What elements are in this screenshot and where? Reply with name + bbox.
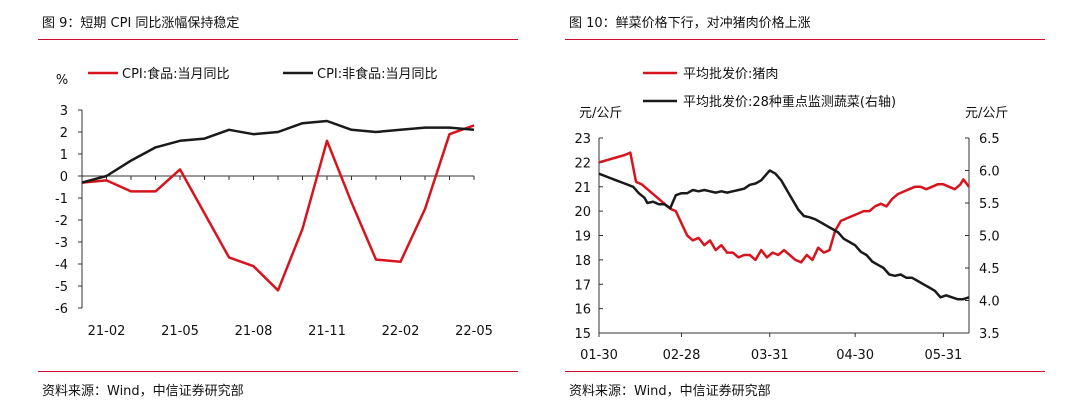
legend-label: CPI:食品:当月同比 xyxy=(122,66,230,82)
source-note: 资料来源：Wind，中信证券研究部 xyxy=(42,384,244,399)
x-tick-label: 22-02 xyxy=(382,324,420,339)
y-tick-label: 3 xyxy=(60,104,68,119)
y-tick-label-left: 18 xyxy=(574,254,591,269)
source-divider xyxy=(565,371,1045,372)
x-tick-label: 01-30 xyxy=(580,348,618,363)
y-tick-label-right: 3.5 xyxy=(979,327,1000,342)
chart-panel-wholesale: 图 10：鲜菜价格下行，对冲猪肉价格上涨 23 22 21 20 19 18 17 16 15 6… xyxy=(565,0,1080,417)
title-divider xyxy=(565,39,1045,40)
chart-panel-cpi: 图 9：短期 CPI 同比涨幅保持稳定 3 2 1 0 -1 -2 -3 -4 -5 -6% 21-… xyxy=(38,0,553,417)
source-note: 资料来源：Wind，中信证券研究部 xyxy=(569,384,771,399)
y-tick-label-right: 5.5 xyxy=(979,197,1000,212)
y-tick-label-left: 21 xyxy=(574,181,591,196)
y-tick-label-left: 22 xyxy=(574,156,591,171)
figure-title: 图 9：短期 CPI 同比涨幅保持稳定 xyxy=(42,16,240,31)
cpi-line-chart: 3 2 1 0 -1 -2 -3 -4 -5 -6% 21-02 21-05 21-08 21-11 22-… xyxy=(55,66,493,339)
legend-label: 平均批发价:猪肉 xyxy=(683,66,778,82)
y-tick-label: -4 xyxy=(55,258,68,273)
figure-title: 图 10：鲜菜价格下行，对冲猪肉价格上涨 xyxy=(569,16,811,31)
legend-label: 平均批发价:28种重点监测蔬菜(右轴) xyxy=(683,94,896,110)
y-axis-unit-right: 元/公斤 xyxy=(965,106,1008,121)
y-axis-unit: % xyxy=(56,73,68,88)
x-tick-label: 21-08 xyxy=(235,324,273,339)
x-tick-label: 21-11 xyxy=(308,324,346,339)
series-line-nonfood xyxy=(81,119,475,184)
y-tick-label-left: 23 xyxy=(574,132,591,147)
y-tick-label-left: 20 xyxy=(574,205,591,220)
y-tick-label: -5 xyxy=(55,280,68,295)
y-tick-label: -1 xyxy=(55,192,68,207)
series-line-vegetables xyxy=(598,169,970,301)
y-tick-label-right: 6.5 xyxy=(979,132,1000,147)
source-divider xyxy=(38,371,518,372)
y-tick-label-right: 5.0 xyxy=(979,230,1000,245)
y-tick-label-right: 4.5 xyxy=(979,262,1000,277)
series-line-food xyxy=(81,124,475,292)
y-tick-label-left: 19 xyxy=(574,230,591,245)
y-tick-label-right: 4.0 xyxy=(979,295,1000,310)
y-tick-label-left: 15 xyxy=(574,327,591,342)
legend-label: CPI:非食品:当月同比 xyxy=(317,66,438,82)
x-tick-label: 02-28 xyxy=(663,348,701,363)
x-tick-label: 21-02 xyxy=(88,324,126,339)
y-tick-label-right: 6.0 xyxy=(979,165,1000,180)
wholesale-price-line-chart: 23 22 21 20 19 18 17 16 15 6.5 6.0 5.5 5.0 4.5 4.0 3.5 元… xyxy=(574,66,1008,363)
y-tick-label: -3 xyxy=(55,236,68,251)
y-tick-label: 0 xyxy=(60,170,68,185)
series-line-pork xyxy=(598,151,970,264)
y-tick-label: 2 xyxy=(60,126,68,141)
title-divider xyxy=(38,39,518,40)
x-tick-label: 22-05 xyxy=(455,324,493,339)
y-tick-label: -2 xyxy=(55,214,68,229)
y-tick-label: 1 xyxy=(60,148,68,163)
y-axis-unit-left: 元/公斤 xyxy=(579,106,622,121)
y-tick-label-left: 16 xyxy=(574,303,591,318)
x-tick-label: 21-05 xyxy=(161,324,199,339)
x-tick-label: 05-31 xyxy=(924,348,962,363)
x-tick-label: 04-30 xyxy=(836,348,874,363)
y-tick-label-left: 17 xyxy=(574,278,591,293)
x-tick-label: 03-31 xyxy=(751,348,789,363)
y-tick-label: -6 xyxy=(55,302,68,317)
